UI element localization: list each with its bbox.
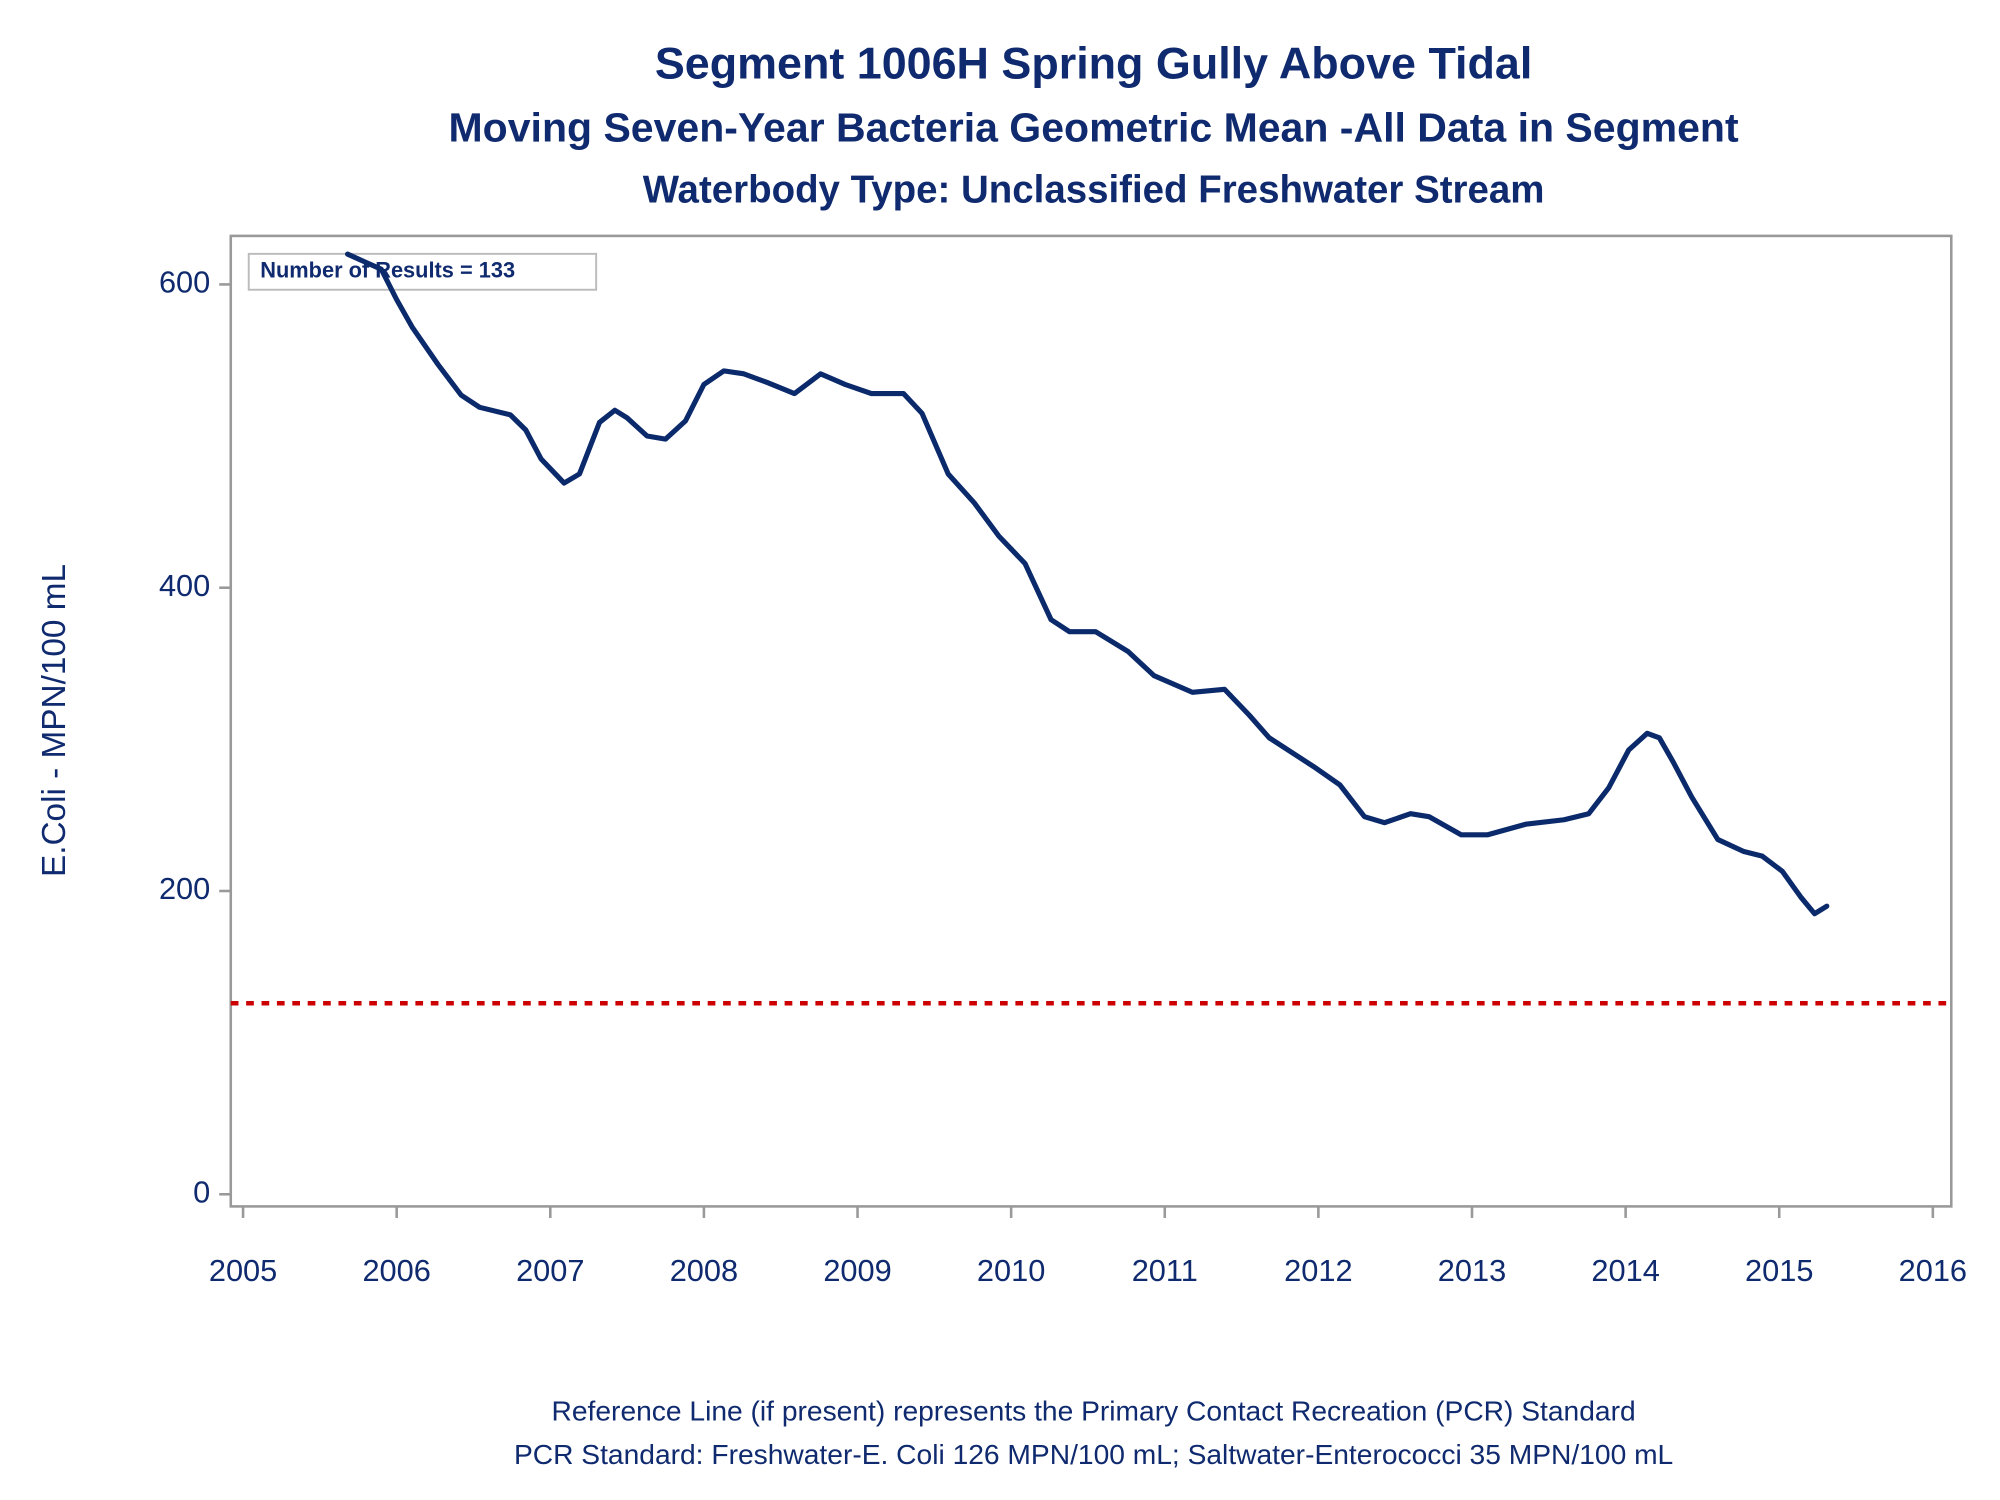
- footnote: Reference Line (if present) represents t…: [552, 1394, 1636, 1426]
- y-tick-label: 0: [193, 1174, 210, 1209]
- x-tick-label: 2005: [209, 1253, 277, 1288]
- x-tick-label: 2009: [823, 1253, 891, 1288]
- x-tick-label: 2010: [977, 1253, 1045, 1288]
- footnote: PCR Standard: Freshwater-E. Coli 126 MPN…: [514, 1438, 1673, 1470]
- y-tick-label: 200: [159, 871, 210, 906]
- y-axis-label: E.Coli - MPN/100 mL: [36, 564, 73, 877]
- x-tick-label: 2014: [1591, 1253, 1659, 1288]
- x-tick-label: 2012: [1284, 1253, 1352, 1288]
- x-tick-label: 2008: [670, 1253, 738, 1288]
- plot-frame: [229, 234, 1953, 1208]
- annotation-box: [247, 252, 598, 291]
- x-tick-label: 2007: [516, 1253, 584, 1288]
- y-tick-label: 600: [159, 265, 210, 300]
- data-line: [345, 251, 1830, 917]
- chart-subtitle: Waterbody Type: Unclassified Freshwater …: [643, 168, 1545, 211]
- x-tick-label: 2013: [1438, 1253, 1506, 1288]
- chart-subtitle: Moving Seven-Year Bacteria Geometric Mea…: [449, 105, 1739, 151]
- x-tick-label: 2015: [1745, 1253, 1813, 1288]
- x-tick-label: 2016: [1899, 1253, 1967, 1288]
- chart-title: Segment 1006H Spring Gully Above Tidal: [655, 38, 1532, 89]
- x-tick-label: 2011: [1132, 1253, 1198, 1288]
- x-tick-label: 2006: [362, 1253, 430, 1288]
- y-tick-label: 400: [159, 568, 210, 603]
